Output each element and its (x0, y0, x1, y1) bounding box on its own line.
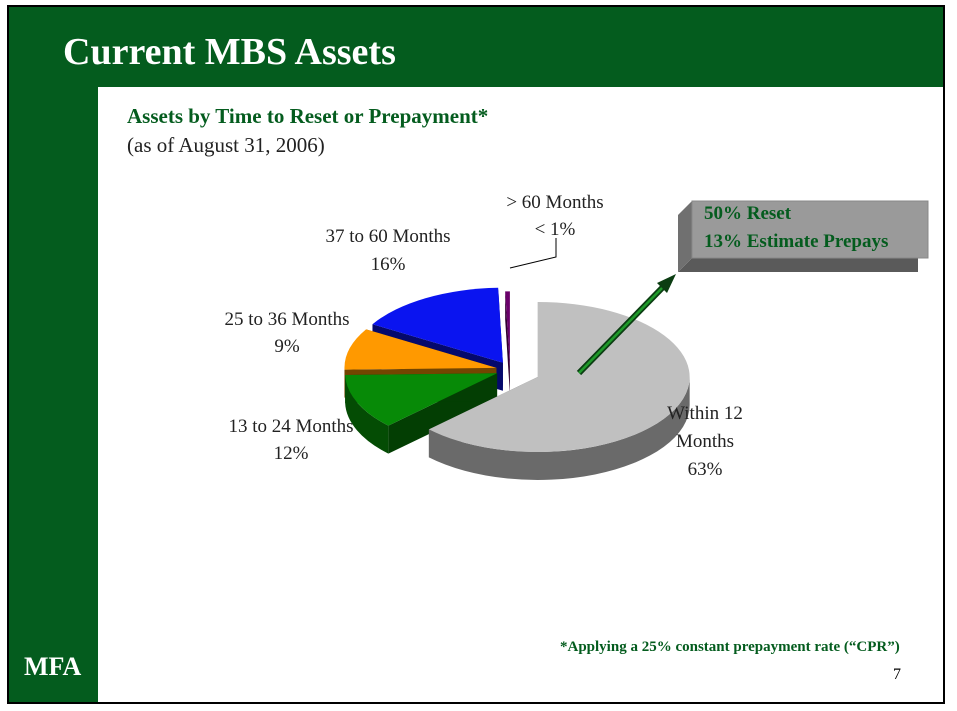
callout-line-1: 50% Reset (704, 203, 792, 224)
label-37-60: 37 to 60 Months (325, 226, 450, 247)
callout-arrow (576, 274, 676, 376)
chart-title: Assets by Time to Reset or Prepayment* (127, 104, 489, 128)
label-25-36: 25 to 36 Months (224, 309, 349, 330)
header-bar (9, 7, 943, 87)
label-37-60-pct: 16% (371, 254, 406, 275)
slice-over-60 (505, 291, 510, 395)
label-within-12: Within 12 (667, 403, 743, 424)
arrow-head (657, 274, 676, 293)
slice-13-24-wall-0 (345, 375, 389, 454)
callout-side-face (678, 201, 692, 272)
slice-37-60-top (372, 287, 503, 363)
label-13-24: 13 to 24 Months (228, 416, 353, 437)
slice-within-12-wall-0 (428, 376, 690, 480)
company-logo: MFA (24, 652, 82, 681)
callout-line-2: 13% Estimate Prepays (704, 231, 888, 252)
leader-line (509, 238, 557, 269)
reset-callout: 50% Reset 13% Estimate Prepays (678, 200, 929, 272)
slice-labels: > 60 Months < 1% 37 to 60 Months 16% 25 … (224, 192, 742, 480)
label-13-24-pct: 12% (274, 443, 309, 464)
slice-over-60-side-0 (505, 291, 510, 395)
slice-25-36-top (344, 329, 497, 370)
slice-within-12-top (428, 301, 690, 452)
slide-title: Current MBS Assets (63, 31, 396, 73)
slice-within-12 (428, 301, 690, 480)
page-number: 7 (893, 666, 901, 683)
chart-date: (as of August 31, 2006) (127, 133, 325, 157)
label-over-60-pct: < 1% (535, 219, 576, 240)
label-within-12-pct: 63% (688, 459, 723, 480)
sidebar-bar (9, 87, 98, 702)
pie-slices (344, 287, 690, 480)
slice-over-60-top (505, 291, 510, 367)
slice-13-24 (345, 373, 498, 454)
callout-box (691, 200, 929, 259)
footnote: *Applying a 25% constant prepayment rate… (560, 639, 900, 655)
label-within-12-line2: Months (676, 431, 734, 452)
callout-bottom-face (678, 258, 918, 272)
label-over-60: > 60 Months (506, 192, 603, 213)
slice-13-24-top (345, 373, 498, 426)
label-25-36-pct: 9% (274, 336, 300, 357)
